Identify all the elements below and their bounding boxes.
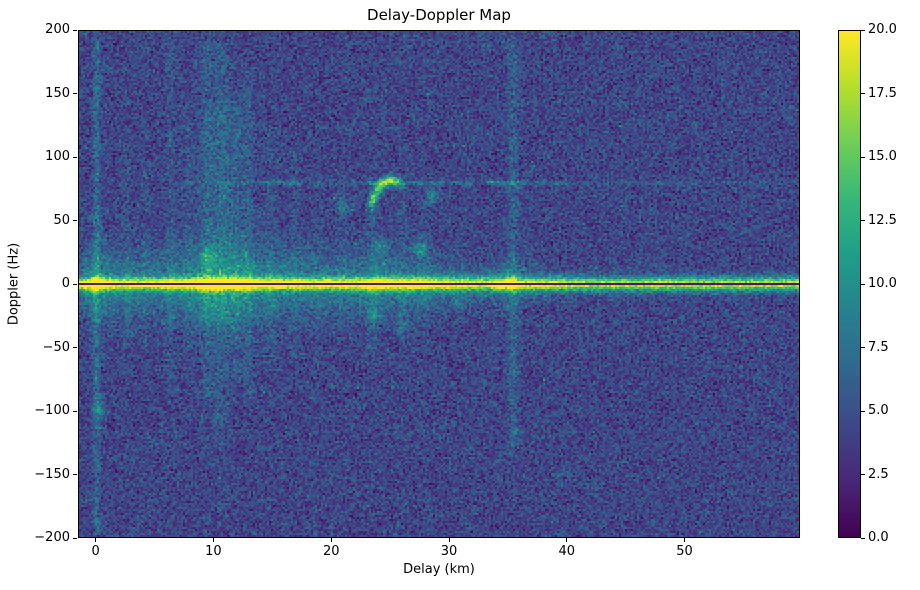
x-tick-label: 0	[91, 544, 100, 559]
x-tick-label: 30	[440, 544, 458, 559]
colorbar-tick-mark	[861, 29, 865, 31]
colorbar-canvas	[839, 31, 860, 537]
x-tick-label: 40	[558, 544, 576, 559]
y-tick-label: −200	[34, 530, 70, 545]
y-tick-label: −150	[34, 466, 70, 482]
x-tick-label: 50	[676, 544, 693, 559]
x-tick-mark	[684, 538, 686, 542]
plot-area	[78, 30, 800, 538]
x-tick-mark	[212, 538, 214, 542]
y-tick-label: 150	[45, 85, 70, 101]
y-tick-mark	[73, 474, 77, 475]
x-tick-label: 20	[322, 544, 340, 559]
y-tick-label: −50	[42, 339, 70, 355]
x-tick-mark	[448, 538, 450, 542]
y-tick-mark	[73, 93, 77, 94]
colorbar-tick-mark	[861, 537, 865, 539]
colorbar-tick-mark	[861, 156, 865, 158]
y-tick-label: 0	[61, 276, 70, 291]
colorbar-tick-label: 12.5	[868, 212, 897, 228]
x-tick-mark	[566, 538, 568, 542]
colorbar-tick-mark	[861, 410, 865, 412]
colorbar-tick-label: 7.5	[868, 339, 889, 355]
y-tick-mark	[73, 156, 77, 158]
y-tick-mark	[73, 283, 77, 285]
x-axis-label: Delay (km)	[403, 562, 475, 577]
colorbar-tick-label: 10.0	[868, 276, 897, 291]
colorbar-tick-mark	[861, 347, 865, 348]
y-tick-mark	[73, 220, 77, 221]
colorbar-tick-label: 17.5	[868, 85, 897, 101]
colorbar	[838, 30, 861, 538]
colorbar-tick-label: 15.0	[868, 149, 897, 164]
y-tick-label: 50	[53, 212, 70, 228]
x-tick-label: 10	[205, 544, 222, 559]
x-tick-mark	[95, 538, 97, 542]
y-tick-label: 200	[45, 22, 70, 37]
y-tick-label: −100	[34, 403, 70, 418]
heatmap-canvas	[79, 31, 799, 537]
colorbar-tick-mark	[861, 93, 865, 94]
chart-title: Delay-Doppler Map	[367, 6, 511, 24]
colorbar-tick-label: 20.0	[868, 22, 897, 37]
colorbar-tick-label: 2.5	[868, 466, 889, 482]
y-tick-mark	[73, 537, 77, 539]
x-tick-mark	[330, 538, 332, 542]
y-tick-label: 100	[45, 149, 70, 164]
y-tick-mark	[73, 347, 77, 348]
colorbar-tick-mark	[861, 283, 865, 285]
colorbar-tick-label: 0.0	[868, 530, 889, 545]
colorbar-tick-label: 5.0	[868, 403, 889, 418]
colorbar-tick-mark	[861, 220, 865, 221]
colorbar-tick-mark	[861, 474, 865, 475]
y-tick-mark	[73, 29, 77, 31]
y-tick-mark	[73, 410, 77, 412]
